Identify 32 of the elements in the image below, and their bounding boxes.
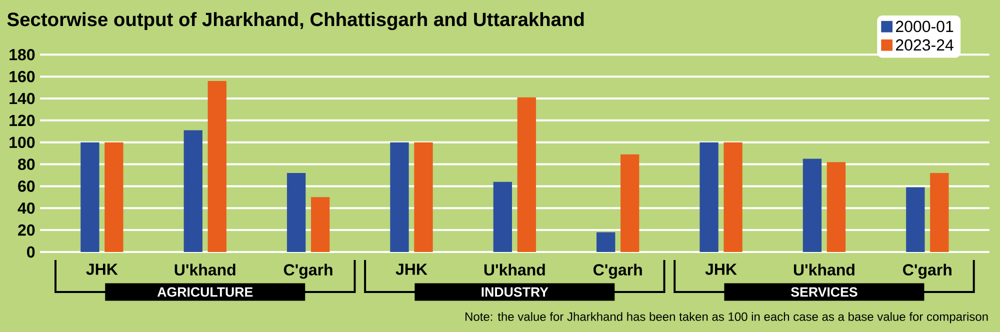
bar [700, 142, 718, 252]
chart-title: Sectorwise output of Jharkhand, Chhattisgarh and Uttarakhand [7, 12, 584, 30]
bar [930, 173, 949, 252]
bar [208, 80, 226, 252]
bar [620, 154, 640, 252]
bar [596, 232, 616, 252]
y-tick-label: 160 [10, 70, 35, 82]
bar [493, 182, 512, 252]
bar [104, 142, 124, 252]
bar [802, 158, 822, 252]
y-tick-label: 40 [18, 202, 35, 214]
text: Note: the value for Jharkhand has been taken as 100 in each case as a base value for comparison [466, 312, 988, 324]
bar [906, 187, 925, 252]
y-tick-label: 0 [27, 246, 35, 258]
y-tick-label: 180 [10, 49, 35, 60]
bar [80, 142, 100, 252]
y-tick-label: 140 [10, 92, 35, 104]
bar [414, 142, 433, 252]
y-tick-label: 20 [18, 224, 35, 236]
legend-label: 2000-01 [896, 20, 954, 32]
bar [286, 173, 306, 252]
y-tick-label: 80 [18, 158, 35, 170]
bar [826, 162, 846, 252]
legend-label: 2023-24 [896, 39, 954, 51]
bar [310, 197, 330, 252]
y-tick-label: 120 [10, 114, 35, 126]
y-tick-label: 100 [10, 136, 35, 148]
bar [184, 130, 202, 252]
bar [724, 142, 742, 252]
bar [517, 97, 536, 252]
y-tick-label: 60 [18, 180, 35, 192]
bar [390, 142, 409, 252]
